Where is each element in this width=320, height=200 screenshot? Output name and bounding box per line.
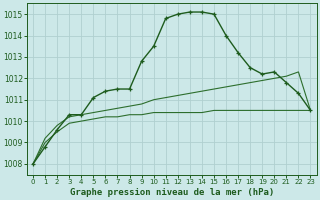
X-axis label: Graphe pression niveau de la mer (hPa): Graphe pression niveau de la mer (hPa) <box>70 188 274 197</box>
